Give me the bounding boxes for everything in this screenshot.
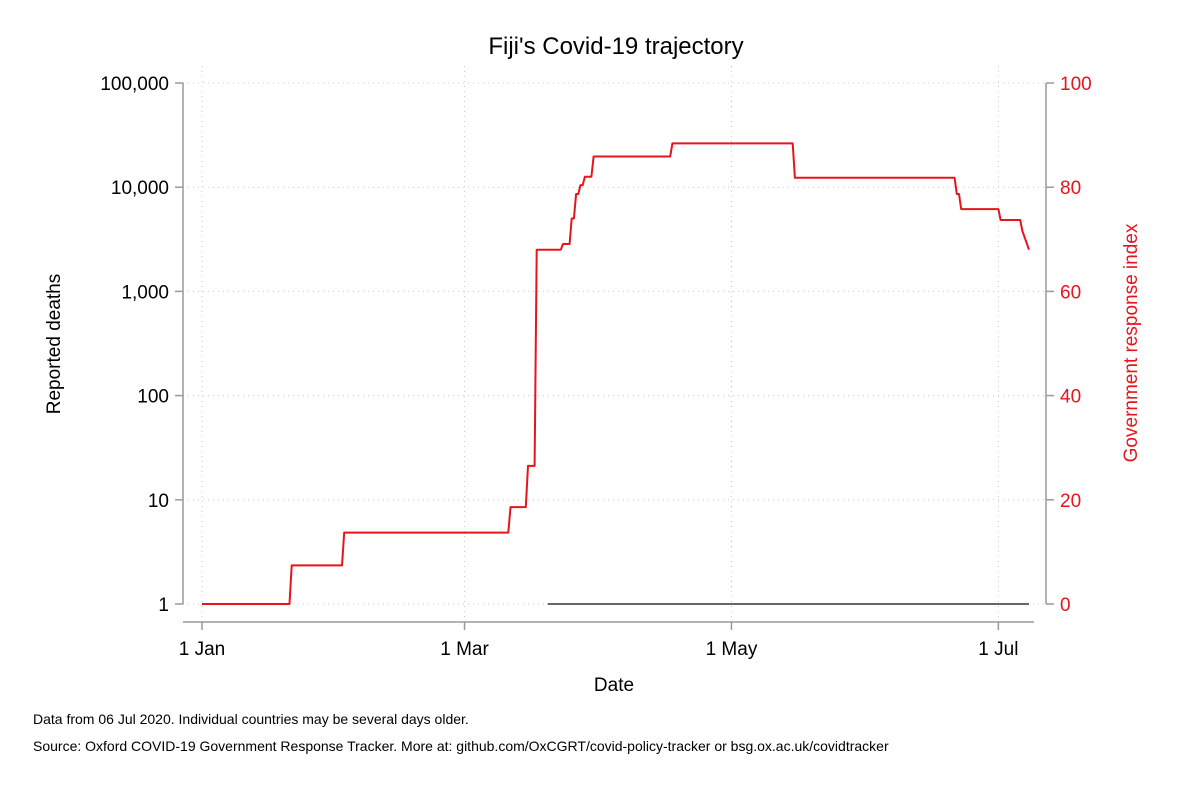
y-tick-label: 100: [137, 387, 169, 408]
x-tick-label: 1 Mar: [440, 639, 489, 660]
x-tick-label: 1 May: [706, 639, 758, 660]
y2-tick-label: 100: [1060, 74, 1092, 95]
grid: [183, 66, 1046, 622]
x-axis-label: Date: [594, 675, 634, 696]
chart: Fiji's Covid-19 trajectory 1 10 100 1,000 10…: [44, 33, 1142, 696]
y-tick-label: 100,000: [100, 74, 169, 95]
chart-title: Fiji's Covid-19 trajectory: [488, 33, 743, 60]
y2-tick-label: 0: [1060, 595, 1071, 616]
y-tick-label: 1,000: [121, 282, 169, 303]
x-tick-label: 1 Jul: [978, 639, 1018, 660]
y-tick-label: 1: [158, 595, 169, 616]
source-note: Source: Oxford COVID-19 Government Respo…: [33, 738, 889, 754]
y-tick-label: 10,000: [111, 178, 169, 199]
response-index-line: [202, 142, 1030, 605]
y2-tick-label: 40: [1060, 387, 1081, 408]
series-layer: [202, 142, 1030, 605]
y-axis-label: Reported deaths: [44, 274, 65, 415]
y-tick-label: 10: [148, 491, 169, 512]
y2-tick-label: 80: [1060, 178, 1081, 199]
x-tick-label: 1 Jan: [179, 639, 225, 660]
data-date-note: Data from 06 Jul 2020. Individual countr…: [33, 711, 469, 727]
axes: [182, 83, 1047, 623]
y2-axis-label: Government response index: [1121, 223, 1142, 462]
ticks: 1 10 100 1,000 10,000 100,000 0 20 40 60 80 100 1 Ja…: [100, 74, 1091, 660]
y2-tick-label: 60: [1060, 282, 1081, 303]
y2-tick-label: 20: [1060, 491, 1081, 512]
